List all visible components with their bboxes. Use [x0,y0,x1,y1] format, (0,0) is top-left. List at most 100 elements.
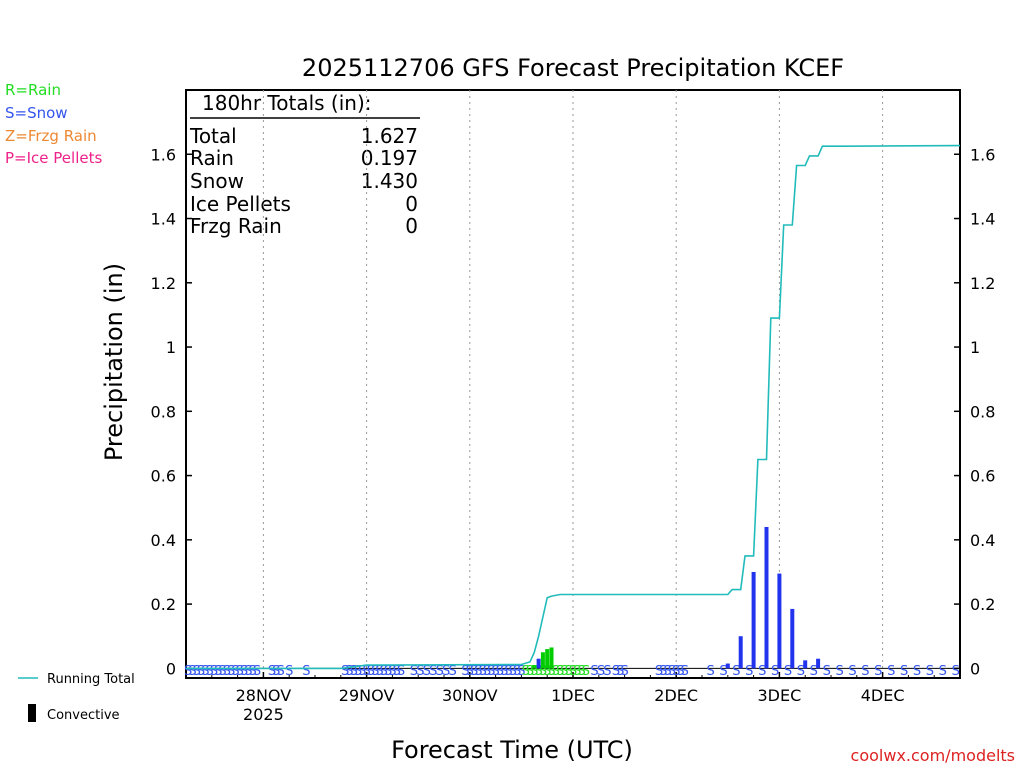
totals-ice-label: Ice Pellets [190,192,291,216]
ptype-snow-symbol: S [620,664,628,679]
ptype-snow-symbol: S [244,664,252,679]
running-total-line [186,144,961,670]
y-axis-label: Precipitation (in) [100,263,128,461]
ptype-snow-symbol: S [362,664,370,679]
ptype-snow-symbol: S [874,664,882,679]
ptype-snow-symbol: S [500,664,508,679]
totals-ice-value: 0 [405,192,418,216]
ptype-snow-symbol: S [470,664,478,679]
totals-frzg-value: 0 [405,214,418,238]
ptype-snow-symbol: S [784,664,792,679]
y-tick-label-right: 0 [970,659,980,678]
ptype-rain-symbol: S [534,664,542,679]
convective-legend-label: Convective [47,708,120,723]
y-tick-label-left: 1.2 [151,274,176,293]
ptype-snow-symbol: S [758,664,766,679]
ptype-snow-symbol: S [668,664,676,679]
snow-bar [536,658,541,669]
ptype-snow-symbol: S [358,664,366,679]
rain-bar [549,647,554,669]
ptype-snow-symbol: S [367,664,375,679]
legend-snow: S=Snow [5,104,68,122]
x-tick-label: 1DEC [551,686,595,705]
ptype-snow-symbol: S [603,664,611,679]
ptype-snow-symbol: S [732,664,740,679]
ptype-snow-symbol: S [913,664,921,679]
ptype-snow-symbol: S [504,664,512,679]
y-tick-label-left: 1.4 [151,210,176,229]
ptype-snow-symbol: S [231,664,239,679]
ptype-snow-symbol: S [771,664,779,679]
ptype-snow-symbol: S [612,664,620,679]
legend-ice-pellets: P=Ice Pellets [5,149,102,167]
ptype-snow-symbol: S [461,664,469,679]
ptype-snow-symbol: S [302,664,310,679]
totals-rain-label: Rain [190,146,234,170]
legend-freezing-rain: Z=Frzg Rain [5,127,97,145]
rain-bar [540,652,545,669]
y-tick-label-left: 0 [166,659,176,678]
ptype-snow-symbol: S [397,664,405,679]
ptype-snow-symbol: S [496,664,504,679]
ptype-snow-symbol: S [672,664,680,679]
ptype-rain-symbol: S [539,664,547,679]
ptype-snow-symbol: S [887,664,895,679]
ptype-snow-symbol: S [388,664,396,679]
snow-bar [738,636,743,669]
ptype-snow-symbol: S [900,664,908,679]
legend-rain: R=Rain [5,81,61,99]
ptype-snow-symbol: S [517,664,525,679]
ptype-snow-symbol: S [214,664,222,679]
ptype-snow-symbol: S [393,664,401,679]
ptype-rain-symbol: S [522,664,530,679]
running-total-layer [186,144,961,670]
snow-bar [725,663,730,669]
totals-total-label: Total [189,124,237,148]
ptype-snow-symbol: S [513,664,521,679]
x-tick-label: 29NOV [339,686,395,705]
ptype-snow-symbol: S [423,664,431,679]
ptype-snow-symbol: S [253,664,261,679]
ptype-snow-symbol: S [410,664,418,679]
totals-frzg-label: Frzg Rain [190,214,282,238]
ptype-snow-symbol: S [442,664,450,679]
y-tick-label-right: 0.2 [970,595,995,614]
y-tick-label-right: 1 [970,338,980,357]
x-tick-sublabel: 2025 [243,705,284,724]
y-tick-label-left: 0.4 [151,531,176,550]
ptype-snow-symbol: S [848,664,856,679]
ptype-snow-symbol: S [206,664,214,679]
ptype-snow-symbol: S [926,664,934,679]
ptype-snow-symbol: S [655,664,663,679]
y-tick-label-left: 1 [166,338,176,357]
ptype-snow-symbol: S [939,664,947,679]
ptype-snow-symbol: S [487,664,495,679]
ptype-rain-symbol: S [569,664,577,679]
ptype-snow-symbol: S [285,664,293,679]
ptype-snow-symbol: S [719,664,727,679]
y-tick-label-right: 1.4 [970,210,995,229]
ptype-snow-symbol: S [197,664,205,679]
ptype-rain-symbol: S [547,664,555,679]
chart-title: 2025112706 GFS Forecast Precipitation KC… [302,54,844,82]
ptype-rain-symbol: S [577,664,585,679]
ptype-snow-symbol: S [810,664,818,679]
ptype-snow-symbol: S [236,664,244,679]
ptype-rain-symbol: S [543,664,551,679]
totals-rain-value: 0.197 [361,146,418,170]
ptype-snow-symbol: S [681,664,689,679]
ptype-snow-symbol: S [676,664,684,679]
ptype-snow-symbol: S [797,664,805,679]
ptype-snow-symbol: S [835,664,843,679]
ptype-rain-symbol: S [565,664,573,679]
ptype-snow-symbol: S [188,664,196,679]
y-tick-label-right: 0.4 [970,531,995,550]
x-tick-label: 2DEC [654,686,698,705]
y-tick-label-right: 1.6 [970,145,995,164]
ptype-snow-symbol: S [952,664,960,679]
ptype-snow-symbol: S [597,664,605,679]
rain-bar [532,665,537,669]
ptype-snow-symbol: S [663,664,671,679]
